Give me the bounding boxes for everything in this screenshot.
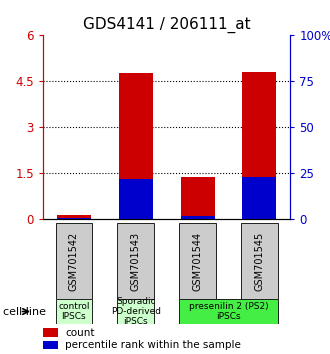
Bar	[43, 341, 58, 349]
Bar	[55, 223, 92, 299]
Bar	[181, 177, 214, 219]
Text: cell line: cell line	[3, 307, 46, 316]
Title: GDS4141 / 206111_at: GDS4141 / 206111_at	[83, 16, 250, 33]
Bar	[57, 218, 91, 219]
Text: GSM701543: GSM701543	[131, 232, 141, 291]
Text: GSM701544: GSM701544	[193, 232, 203, 291]
Text: presenilin 2 (PS2)
iPSCs: presenilin 2 (PS2) iPSCs	[189, 302, 268, 321]
Text: GSM701542: GSM701542	[69, 232, 79, 291]
Text: percentile rank within the sample: percentile rank within the sample	[65, 340, 241, 350]
Bar	[55, 299, 92, 324]
Bar	[241, 223, 278, 299]
Bar	[243, 177, 277, 219]
Bar	[117, 299, 154, 324]
Bar	[181, 216, 214, 219]
Bar	[119, 179, 153, 219]
Bar	[243, 72, 277, 219]
Text: control
IPSCs: control IPSCs	[58, 302, 89, 321]
Bar	[179, 223, 216, 299]
Bar	[43, 328, 58, 337]
Text: Sporadic
PD-derived
iPSCs: Sporadic PD-derived iPSCs	[111, 297, 161, 326]
Bar	[117, 223, 154, 299]
Bar	[179, 299, 278, 324]
Text: GSM701545: GSM701545	[254, 232, 264, 291]
Text: count: count	[65, 327, 95, 338]
Bar	[119, 73, 153, 219]
Bar	[57, 215, 91, 219]
